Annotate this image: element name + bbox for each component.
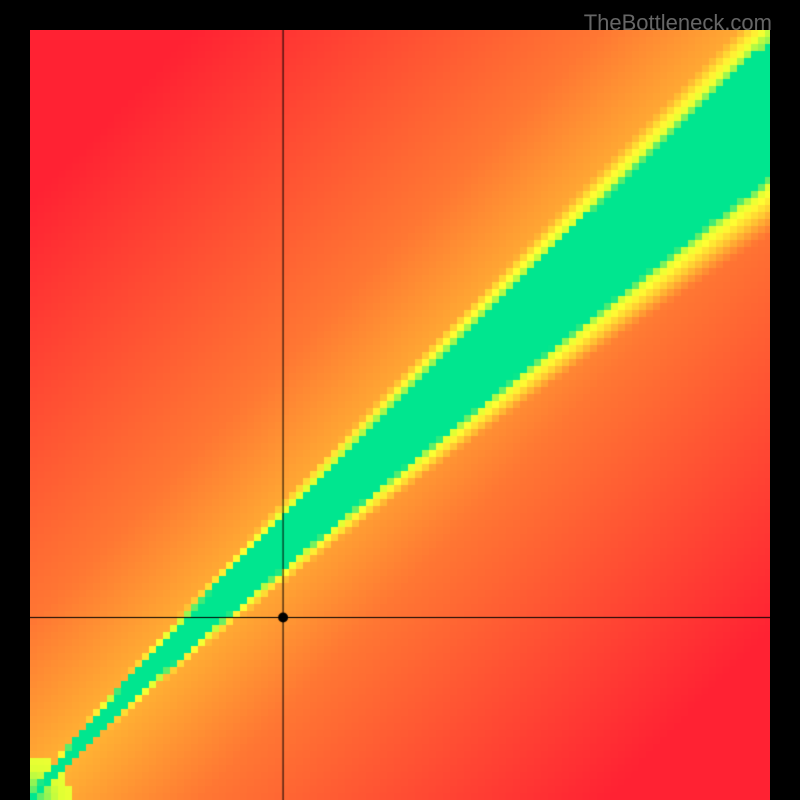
heatmap-canvas xyxy=(30,30,770,800)
heatmap-chart xyxy=(30,30,770,800)
watermark-text: TheBottleneck.com xyxy=(584,10,772,36)
